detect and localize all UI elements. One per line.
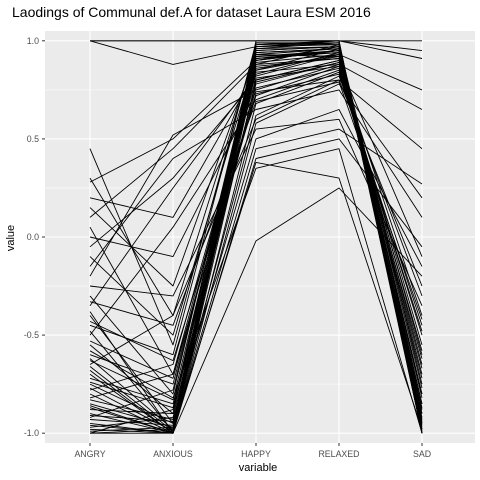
series-line bbox=[89, 48, 423, 432]
x-tick-label: ANGRY bbox=[74, 449, 105, 459]
x-tick-label: SAD bbox=[413, 449, 431, 459]
y-tick-label: -0.5 bbox=[24, 330, 39, 340]
x-tick-label: ANXIOUS bbox=[153, 449, 193, 459]
series-line bbox=[89, 161, 423, 432]
series-line bbox=[89, 54, 423, 306]
series-line bbox=[89, 118, 423, 306]
series-lines bbox=[89, 40, 423, 434]
x-axis-title: variable bbox=[239, 462, 278, 474]
series-line bbox=[89, 63, 423, 277]
series-line bbox=[89, 79, 423, 287]
y-tick-label: 0.5 bbox=[27, 134, 39, 144]
series-line bbox=[89, 128, 423, 432]
y-axis-title: value bbox=[5, 225, 17, 251]
series-line bbox=[89, 71, 423, 434]
series-line bbox=[89, 81, 423, 326]
x-tick-label: HAPPY bbox=[241, 449, 271, 459]
x-tick-label: RELAXED bbox=[318, 449, 359, 459]
x-axis: ANGRY ANXIOUS HAPPY RELAXED SAD bbox=[74, 443, 431, 459]
y-tick-label: 1.0 bbox=[27, 36, 39, 46]
y-tick-label: -1.0 bbox=[24, 428, 39, 438]
series-line bbox=[89, 79, 423, 365]
series-line bbox=[89, 89, 423, 267]
y-tick-label: 0.0 bbox=[27, 232, 39, 242]
series-line bbox=[89, 148, 423, 434]
chart-title: Laodings of Communal def.A for dataset L… bbox=[12, 4, 371, 20]
y-axis: 1.0 0.5 0.0 -0.5 -1.0 bbox=[24, 36, 45, 438]
series-line bbox=[89, 83, 423, 434]
series-line bbox=[89, 187, 423, 434]
series-line bbox=[89, 50, 423, 401]
